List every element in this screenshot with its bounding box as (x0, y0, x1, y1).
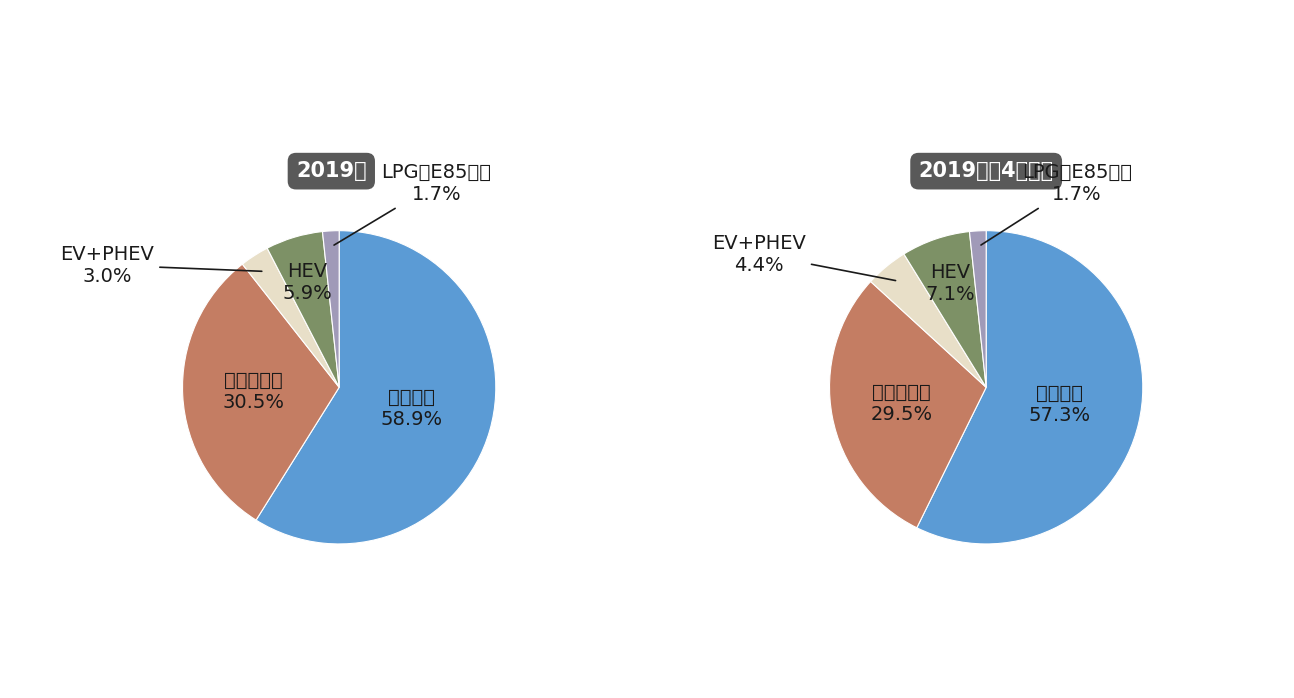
Wedge shape (829, 281, 986, 528)
Text: ディーゼル
30.5%: ディーゼル 30.5% (223, 371, 285, 413)
Wedge shape (969, 230, 986, 387)
Text: LPG、E85など
1.7%: LPG、E85など 1.7% (981, 163, 1132, 245)
Text: EV+PHEV
3.0%: EV+PHEV 3.0% (61, 244, 261, 285)
Text: 2019年第4四半期: 2019年第4四半期 (919, 161, 1053, 181)
Text: ガソリン
57.3%: ガソリン 57.3% (1029, 384, 1091, 425)
Text: ディーゼル
29.5%: ディーゼル 29.5% (871, 383, 933, 424)
Wedge shape (905, 232, 986, 387)
Text: LPG、E85など
1.7%: LPG、E85など 1.7% (334, 163, 492, 245)
Wedge shape (917, 230, 1143, 544)
Text: ガソリン
58.9%: ガソリン 58.9% (380, 387, 443, 429)
Wedge shape (871, 254, 986, 387)
Text: HEV
5.9%: HEV 5.9% (282, 262, 333, 303)
Wedge shape (267, 232, 339, 387)
Wedge shape (256, 230, 496, 544)
Text: EV+PHEV
4.4%: EV+PHEV 4.4% (712, 234, 895, 281)
Text: 2019年: 2019年 (296, 161, 366, 181)
Wedge shape (242, 248, 339, 387)
Wedge shape (182, 264, 339, 520)
Wedge shape (322, 230, 339, 387)
Text: HEV
7.1%: HEV 7.1% (925, 263, 976, 304)
